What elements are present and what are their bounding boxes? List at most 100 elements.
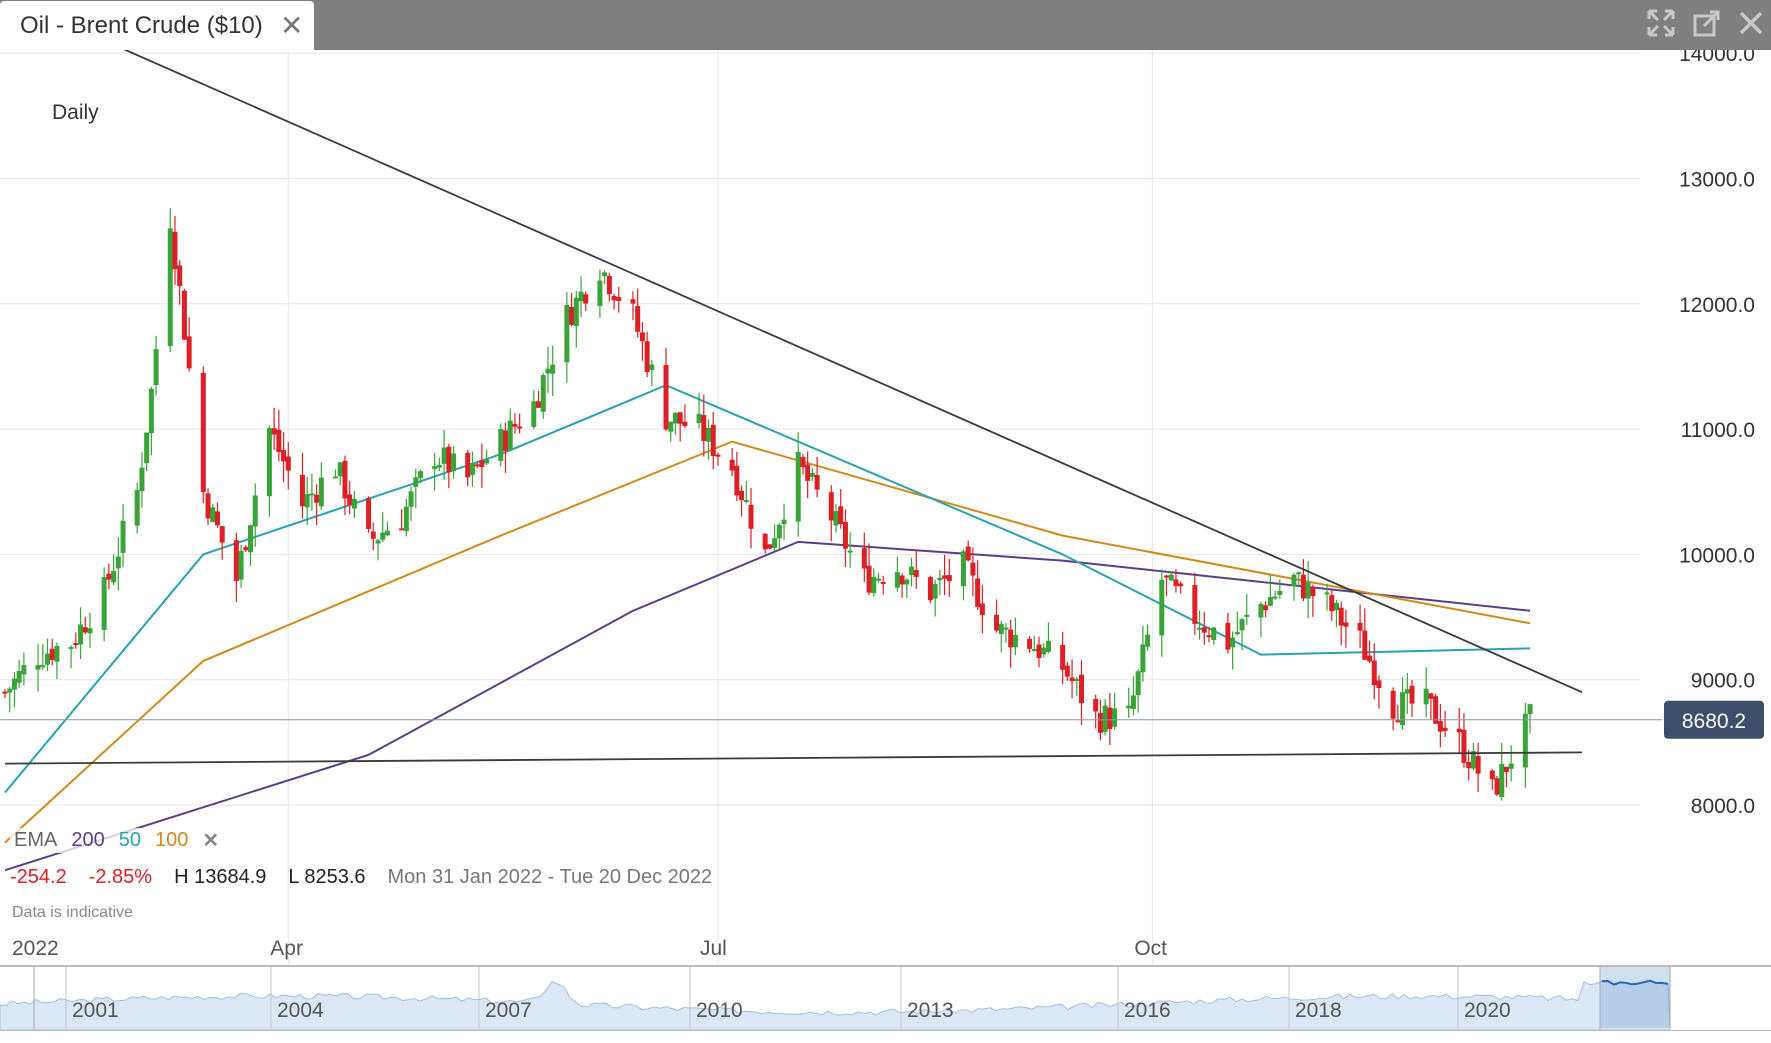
candle-body (1475, 756, 1481, 774)
navigator-area (0, 980, 1671, 1031)
navigator-year-label: 2004 (277, 999, 324, 1022)
chart-tab[interactable]: Oil - Brent Crude ($10) ✕ (0, 1, 314, 50)
navigator-year-label: 2018 (1295, 999, 1342, 1022)
month-label: Apr (270, 937, 303, 960)
candle-body (1338, 607, 1344, 626)
candle-body (1489, 770, 1495, 780)
candle-body (1258, 603, 1264, 618)
candle-body (630, 299, 636, 304)
month-label: Oct (1134, 937, 1167, 960)
candle-body (1234, 632, 1240, 635)
last-price-label: 8680.2 (1682, 710, 1746, 733)
candle-body (531, 401, 537, 427)
candle-body (380, 532, 386, 540)
candle-body (1079, 674, 1085, 704)
popout-icon[interactable] (1692, 8, 1722, 38)
candle-body (1159, 579, 1165, 636)
candle-body (337, 462, 343, 477)
candle-body (569, 306, 575, 325)
candle-body (1470, 751, 1476, 769)
navigator-year-label: 2010 (696, 999, 743, 1022)
candle-body (800, 456, 806, 468)
candle-body (299, 474, 305, 507)
candle-body (1045, 641, 1051, 652)
candle-body (233, 540, 239, 582)
ema-100-label: 100 (154, 829, 189, 851)
window-close-icon[interactable] (1736, 8, 1766, 38)
ema-legend: EMA 200 50 100 ✕ (10, 828, 224, 853)
candle-body (1305, 582, 1311, 599)
candle-body (611, 295, 617, 301)
month-axis: 2022 Apr Jul Oct (12, 937, 1167, 960)
tab-close-icon[interactable]: ✕ (280, 10, 304, 41)
candle-body (1173, 579, 1179, 587)
candle-body (1508, 763, 1514, 769)
candle-body (847, 550, 853, 553)
candle-body (333, 476, 339, 479)
candle-body (1060, 644, 1066, 670)
candle-body (1461, 729, 1467, 763)
candle-body (304, 493, 310, 508)
candle-body (1390, 690, 1396, 719)
candle-body (696, 413, 702, 424)
high-value: H 13684.9 (174, 866, 267, 888)
candle-body (639, 332, 645, 342)
navigator-year-label: 2016 (1124, 999, 1171, 1022)
candle-body (734, 465, 740, 496)
candle-body (512, 424, 518, 427)
candle-body (342, 460, 348, 499)
candle-body (16, 670, 22, 683)
candle-body (172, 231, 178, 270)
candle-body (35, 665, 41, 670)
candle-body (540, 375, 546, 412)
candle-body (465, 452, 471, 478)
candle-body (1244, 614, 1250, 617)
candle-body (78, 624, 84, 645)
candle-body (1433, 696, 1439, 724)
candle-body (536, 401, 542, 408)
candle-body (1239, 619, 1245, 631)
ema-50-label: 50 (118, 829, 141, 851)
expand-icon[interactable] (1646, 8, 1676, 38)
candle-body (1300, 574, 1306, 599)
price-tick-label: 14000.0 (1679, 50, 1755, 66)
candle-body (1371, 660, 1377, 686)
candle-body (842, 521, 848, 549)
candle-body (1178, 583, 1184, 587)
candle-body (1197, 627, 1203, 630)
period-label[interactable]: Daily (50, 101, 101, 125)
candle-body (266, 428, 272, 497)
candle-body (597, 280, 603, 306)
navigator-year-label: 2007 (485, 999, 532, 1022)
candle-body (1192, 585, 1198, 624)
candle-body (498, 428, 504, 461)
candle-body (309, 493, 315, 496)
candle-body (507, 420, 513, 450)
candle-body (663, 364, 669, 430)
candle-body (1164, 575, 1170, 578)
candle-body (932, 583, 938, 599)
candle-body (1064, 665, 1070, 677)
navigator-chart[interactable]: 2001 2004 2007 2010 2013 2016 2018 2020 (0, 967, 1771, 1031)
candle-body (1428, 693, 1434, 699)
candle-body (139, 467, 145, 492)
candle-body (68, 646, 74, 649)
candle-body (1437, 721, 1443, 732)
price-chart[interactable]: 8000.0 9000.0 10000.0 11000.0 12000.0 13000.0… (0, 50, 1771, 965)
price-tick-label: 8000.0 (1691, 795, 1755, 818)
candle-body (517, 426, 523, 429)
candle-body (1499, 763, 1505, 798)
candle-body (210, 507, 216, 523)
history-navigator[interactable]: 2001 2004 2007 2010 2013 2016 2018 2020 (0, 965, 1771, 1031)
candle-body (271, 428, 277, 435)
ema200-line (4, 540, 1531, 872)
candle-body (899, 575, 905, 585)
candle-body (1130, 695, 1136, 709)
candle-body (502, 430, 508, 451)
candle-body (219, 526, 225, 543)
navigator-year-label: 2001 (72, 999, 119, 1022)
candle-body (1140, 644, 1146, 673)
candle-body (1409, 685, 1415, 704)
ema-remove-icon[interactable]: ✕ (202, 830, 220, 852)
candle-body (979, 603, 985, 616)
